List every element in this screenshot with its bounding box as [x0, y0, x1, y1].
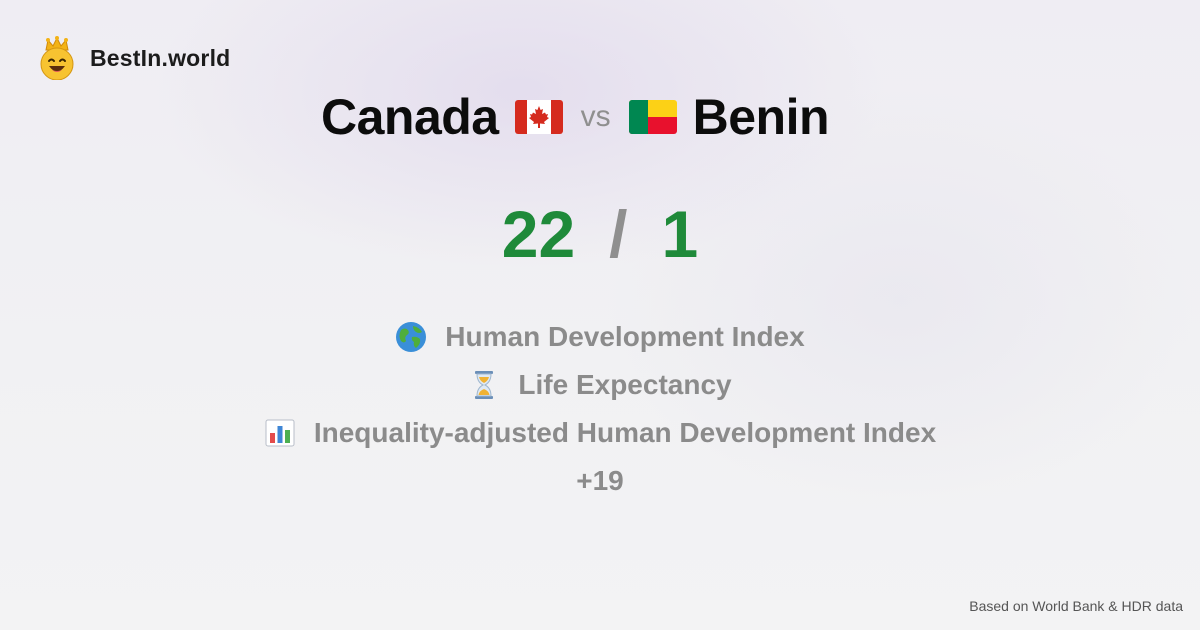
left-score: 22: [501, 197, 576, 271]
metrics-list: Human Development Index Life Expectancy …: [0, 313, 1200, 505]
globe-icon: [396, 322, 427, 352]
benin-flag-icon: [628, 100, 677, 134]
brand[interactable]: BestIn.world: [38, 36, 230, 80]
data-source-note: Based on World Bank & HDR data: [969, 598, 1183, 614]
crown-smiley-icon: [40, 36, 74, 80]
metric-label: Human Development Index: [445, 321, 805, 352]
score-separator: /: [609, 197, 628, 271]
hourglass-icon: [475, 371, 494, 399]
metric-label: Life Expectancy: [518, 369, 732, 400]
metric-item: Life Expectancy: [468, 361, 732, 409]
right-country-name: Benin: [692, 89, 830, 145]
metric-label: Inequality-adjusted Human Development In…: [313, 417, 937, 448]
score: 22 / 1: [0, 196, 1200, 272]
bar-chart-icon: [265, 419, 295, 447]
metric-item: Inequality-adjusted Human Development In…: [264, 409, 936, 457]
comparison-title: Canada vs Benin: [0, 82, 1200, 152]
more-metrics-count: +19: [576, 465, 624, 496]
right-score: 1: [661, 197, 699, 271]
canada-flag-icon: [514, 100, 563, 134]
metric-item: Human Development Index: [395, 313, 805, 361]
left-country-name: Canada: [320, 89, 499, 145]
brand-name: BestIn.world: [90, 44, 231, 71]
vs-label: vs: [580, 100, 611, 133]
